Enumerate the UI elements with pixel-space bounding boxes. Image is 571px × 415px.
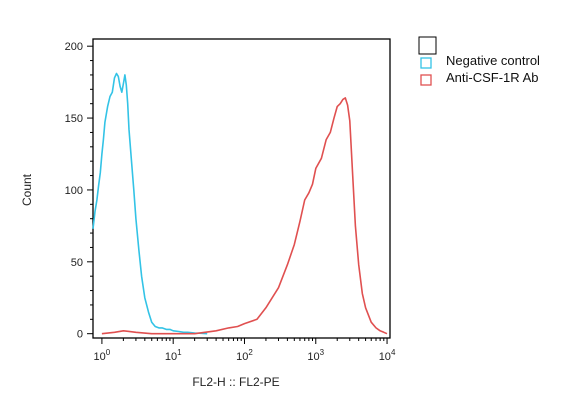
y-tick-label: 150 xyxy=(65,113,83,125)
series-negative-control-line xyxy=(92,72,208,335)
y-axis-title: Count xyxy=(20,173,34,206)
x-tick-label: 104 xyxy=(379,348,396,363)
x-tick-label: 100 xyxy=(94,348,111,363)
legend-label-negative-control: Negative control xyxy=(446,53,540,68)
legend-swatch-anti-csf-1r xyxy=(420,74,432,86)
x-tick-label: 102 xyxy=(236,348,253,363)
x-axis-ticks: 100 101 102 103 104 xyxy=(94,338,396,363)
legend: Negative control Anti-CSF-1R Ab xyxy=(418,36,540,86)
x-tick-label: 103 xyxy=(307,348,324,363)
series-group xyxy=(92,72,388,335)
y-tick-label: 0 xyxy=(77,329,83,341)
y-tick-label: 200 xyxy=(65,41,83,53)
y-tick-label: 100 xyxy=(65,185,83,197)
y-tick-label: 50 xyxy=(71,257,83,269)
series-anti-csf-1r-line xyxy=(101,97,388,335)
x-tick-label: 101 xyxy=(165,348,182,363)
legend-header-swatch xyxy=(418,36,437,55)
legend-label-anti-csf-1r: Anti-CSF-1R Ab xyxy=(446,70,538,85)
legend-swatch-negative-control xyxy=(420,57,432,69)
x-axis-title: FL2-H :: FL2-PE xyxy=(192,375,279,389)
plot-area-frame xyxy=(92,38,391,339)
y-axis-ticks: 0 50 100 150 200 xyxy=(65,41,93,341)
